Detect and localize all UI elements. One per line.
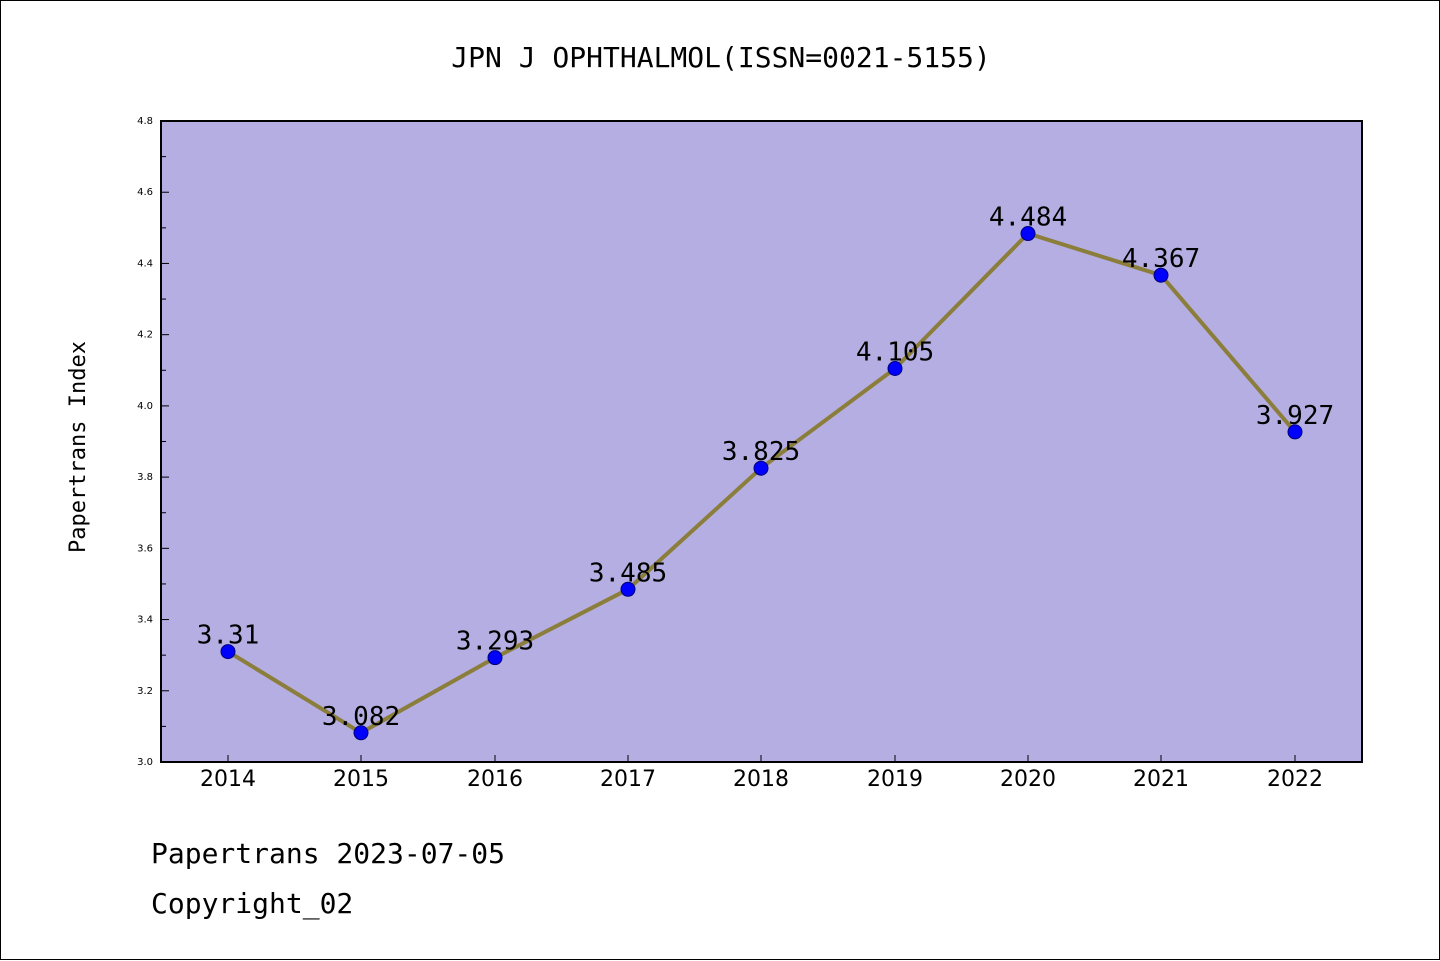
data-point (353, 725, 369, 741)
y-tick-label: 4.4 (137, 258, 153, 269)
data-label: 4.367 (1122, 244, 1200, 274)
data-label: 3.31 (197, 621, 260, 651)
x-tick-label: 2022 (1267, 767, 1323, 792)
x-axis: 2014 2015 2016 2017 2018 2019 2020 2021 2022 (200, 755, 1323, 792)
data-label: 3.293 (456, 627, 534, 657)
data-point (220, 644, 236, 660)
data-point (887, 360, 903, 376)
y-tick-label: 3.4 (137, 615, 153, 626)
footer-date: Papertrans 2023-07-05 (151, 837, 506, 870)
y-tick-label: 3.6 (137, 543, 153, 554)
y-tick-label: 3.8 (137, 472, 153, 483)
x-tick-label: 2020 (1000, 767, 1056, 792)
footer-copyright: Copyright_02 (151, 887, 354, 920)
x-tick-label: 2016 (467, 767, 523, 792)
data-point (620, 581, 636, 597)
data-label: 4.105 (856, 337, 934, 367)
plot-area (160, 120, 1363, 763)
y-tick-label: 4.6 (137, 187, 153, 198)
x-tick-label: 2015 (333, 767, 389, 792)
x-tick-label: 2018 (733, 767, 789, 792)
x-tick-label: 2014 (200, 767, 256, 792)
data-labels: 3.31 3.082 3.293 3.485 3.825 4.105 4.484 4.367 3… (197, 203, 1334, 732)
x-tick-label: 2021 (1133, 767, 1189, 792)
data-label: 3.082 (322, 702, 400, 732)
data-point (1020, 226, 1036, 242)
data-point (487, 650, 503, 666)
x-tick-label: 2019 (867, 767, 923, 792)
y-axis: 3.0 3.2 3.4 3.6 3.8 4.0 4.2 4.4 4.6 4.8 (137, 116, 169, 768)
y-tick-label: 3.0 (137, 757, 153, 768)
y-tick-label: 4.8 (137, 116, 153, 127)
data-point (1153, 267, 1169, 283)
y-tick-label: 4.2 (137, 330, 153, 341)
data-label: 3.927 (1256, 401, 1334, 431)
data-label: 3.485 (589, 558, 667, 588)
data-label: 3.825 (722, 437, 800, 467)
x-tick-label: 2017 (600, 767, 656, 792)
y-axis-label: Papertrans Index (66, 341, 91, 553)
data-point (753, 460, 769, 476)
data-points (220, 226, 1303, 741)
y-tick-label: 4.0 (137, 401, 153, 412)
y-tick-label: 3.2 (137, 686, 153, 697)
chart-title: JPN J OPHTHALMOL(ISSN=0021-5155) (451, 41, 990, 74)
data-point (1287, 424, 1303, 440)
data-label: 4.484 (989, 203, 1067, 233)
